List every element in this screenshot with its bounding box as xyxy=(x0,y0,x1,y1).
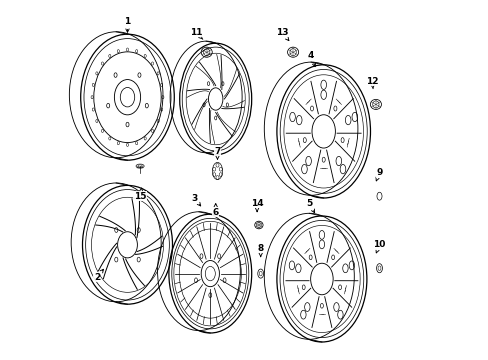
Text: 7: 7 xyxy=(214,147,220,159)
Text: 1: 1 xyxy=(124,17,130,32)
Text: 5: 5 xyxy=(305,199,314,213)
Text: 14: 14 xyxy=(250,199,263,212)
Text: 4: 4 xyxy=(307,51,315,67)
Text: 10: 10 xyxy=(372,240,385,253)
Text: 3: 3 xyxy=(191,194,200,206)
Text: 9: 9 xyxy=(375,168,382,181)
Text: 6: 6 xyxy=(212,204,218,217)
Text: 15: 15 xyxy=(134,188,146,201)
Text: 12: 12 xyxy=(366,77,378,89)
Text: 8: 8 xyxy=(257,244,264,257)
Text: 13: 13 xyxy=(276,28,288,41)
Text: 11: 11 xyxy=(189,28,203,39)
Text: 2: 2 xyxy=(94,269,103,282)
